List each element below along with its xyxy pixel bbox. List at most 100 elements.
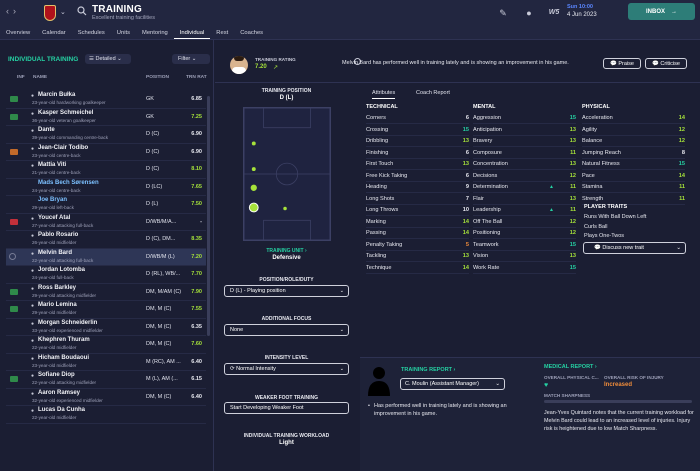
- attribute-row[interactable]: Long Shots 7: [366, 194, 469, 205]
- tab-coach-report[interactable]: Coach Report: [416, 90, 450, 96]
- attribute-row[interactable]: Free Kick Taking 6: [366, 171, 469, 182]
- criticise-button[interactable]: 💬 Criticise: [645, 58, 687, 69]
- position-role-duty-dropdown[interactable]: D (L) - Playing position ⌄: [224, 285, 349, 297]
- player-row[interactable]: ● Youcef Atal 27-year-old attacking full-b…: [6, 214, 206, 231]
- player-name[interactable]: Khephren Thuram: [38, 337, 90, 343]
- tab-calendar[interactable]: Calendar: [42, 30, 66, 36]
- player-name[interactable]: Sofiane Diop: [38, 372, 75, 378]
- player-row[interactable]: ● Mario Lemina 29-year-old midfielder DM, M…: [6, 301, 206, 319]
- attribute-row[interactable]: Natural Fitness 15: [582, 159, 685, 171]
- attribute-row[interactable]: Agility 12: [582, 125, 685, 136]
- attribute-row[interactable]: Positioning 12: [473, 228, 576, 240]
- player-name[interactable]: Kasper Schmeichel: [38, 109, 94, 116]
- club-badge-icon[interactable]: [44, 5, 56, 21]
- intensity-dropdown[interactable]: ⟳ Normal Intensity ⌄: [224, 363, 349, 375]
- player-name[interactable]: Dante: [38, 127, 55, 133]
- player-name[interactable]: Ross Barkley: [38, 284, 77, 291]
- training-report-link[interactable]: TRAINING REPORT ›: [401, 367, 456, 373]
- attribute-row[interactable]: Anticipation 13: [473, 125, 576, 136]
- player-row[interactable]: ● Melvin Bard 22-year-old attacking full-b…: [6, 248, 206, 266]
- player-row[interactable]: ● Pablo Rosario 26-year-old midfielder D (C…: [6, 231, 206, 249]
- tab-units[interactable]: Units: [116, 30, 130, 36]
- player-row[interactable]: ● Hicham Boudaoui 23-year-old midfielder M …: [6, 354, 206, 371]
- player-row[interactable]: ● Lucas Da Cunha 22-year-old midfielder: [6, 406, 206, 424]
- inbox-button[interactable]: INBOX →: [628, 3, 695, 20]
- attribute-row[interactable]: Dribbling 13: [366, 136, 469, 148]
- player-name[interactable]: Hicham Boudaoui: [38, 354, 90, 361]
- player-row[interactable]: ● Marcin Bułka 23-year-old hardworking goa…: [6, 91, 206, 109]
- player-name[interactable]: Lucas Da Cunha: [38, 407, 86, 413]
- tab-schedules[interactable]: Schedules: [77, 30, 105, 36]
- filter-button[interactable]: Filter ⌄: [172, 54, 210, 64]
- attribute-row[interactable]: Long Throws 10: [366, 205, 469, 217]
- player-row[interactable]: ● Morgan Schneiderlin 33-year-old experien…: [6, 319, 206, 336]
- attribute-row[interactable]: Balance 12: [582, 136, 685, 148]
- attribute-row[interactable]: Strength 11: [582, 194, 685, 205]
- player-row[interactable]: ● Kasper Schmeichel 36-year-old veteran go…: [6, 109, 206, 126]
- forward-icon[interactable]: ›: [13, 6, 16, 16]
- attribute-row[interactable]: First Touch 13: [366, 159, 469, 171]
- tab-coaches[interactable]: Coaches: [240, 30, 264, 36]
- discuss-trait-button[interactable]: 💬 Discuss new trait ⌄: [583, 242, 686, 254]
- search-icon[interactable]: [77, 6, 87, 16]
- attribute-row[interactable]: Marking 14: [366, 217, 469, 228]
- player-row[interactable]: ● Ross Barkley 29-year-old attacking midfi…: [6, 284, 206, 301]
- attribute-row[interactable]: Determination 11 ▲: [473, 182, 576, 194]
- player-row[interactable]: ● Jean-Clair Todibo 23-year-old centre-bac…: [6, 144, 206, 161]
- player-name[interactable]: Mattia Viti: [38, 162, 67, 168]
- player-name[interactable]: Joe Bryan: [38, 197, 68, 203]
- player-name[interactable]: Pablo Rosario: [38, 232, 79, 238]
- attribute-row[interactable]: Off The Ball 12: [473, 217, 576, 228]
- attribute-row[interactable]: Stamina 11: [582, 182, 685, 194]
- player-name[interactable]: Youcef Atal: [38, 214, 71, 221]
- attribute-row[interactable]: Technique 14: [366, 263, 469, 274]
- tab-attributes[interactable]: Attributes: [372, 90, 396, 99]
- player-row[interactable]: ● Dante 39-year-old commanding centre-back…: [6, 126, 206, 144]
- attribute-row[interactable]: Leadership 11 ▲: [473, 205, 576, 217]
- player-avatar[interactable]: [230, 56, 248, 74]
- tab-individual[interactable]: Individual: [173, 27, 211, 39]
- attribute-row[interactable]: Acceleration 14: [582, 113, 685, 125]
- coach-dropdown[interactable]: C. Moulin (Assistant Manager) ⌄: [400, 378, 505, 390]
- attribute-row[interactable]: Tackling 13: [366, 251, 469, 263]
- player-name[interactable]: Mario Lemina: [38, 302, 77, 308]
- player-name[interactable]: Aaron Ramsey: [38, 389, 81, 396]
- attribute-row[interactable]: Finishing 6: [366, 148, 469, 159]
- weaker-foot-dropdown[interactable]: Start Developing Weaker Foot: [224, 402, 349, 414]
- date-display[interactable]: Sun 10:00 4 Jun 2023: [567, 4, 619, 22]
- selected-radio-icon[interactable]: [9, 252, 16, 260]
- brand-icon[interactable]: W5: [548, 9, 560, 16]
- attribute-row[interactable]: Bravery 13: [473, 136, 576, 148]
- player-name[interactable]: Marcin Bułka: [38, 92, 76, 98]
- col-header-rating[interactable]: TRN RAT: [186, 75, 207, 80]
- praise-button[interactable]: 💬 Praise: [603, 58, 641, 69]
- player-row[interactable]: ● Jordan Lotomba 24-year-old full-back D (R…: [6, 266, 206, 284]
- face-icon[interactable]: ●: [526, 8, 532, 18]
- back-icon[interactable]: ‹: [6, 6, 9, 16]
- attribute-row[interactable]: Work Rate 15: [473, 263, 576, 274]
- attribute-row[interactable]: Passing 14: [366, 228, 469, 240]
- player-row[interactable]: Mads Bech Sørensen 24-year-old centre-bac…: [6, 179, 206, 196]
- player-row[interactable]: ● Aaron Ramsey 32-year-old experienced mid…: [6, 389, 206, 406]
- col-header-name[interactable]: NAME: [33, 75, 48, 80]
- attribute-row[interactable]: Teamwork 15: [473, 240, 576, 251]
- tab-mentoring[interactable]: Mentoring: [142, 30, 168, 36]
- attribute-row[interactable]: Crossing 15: [366, 125, 469, 136]
- pitch-diagram[interactable]: [243, 107, 331, 241]
- col-header-position[interactable]: POSITION: [146, 75, 169, 80]
- tab-overview[interactable]: Overview: [6, 30, 31, 36]
- player-name[interactable]: Morgan Schneiderlin: [38, 319, 98, 326]
- player-name[interactable]: Jean-Clair Todibo: [38, 144, 89, 151]
- player-row[interactable]: ● Sofiane Diop 22-year-old attacking midfi…: [6, 371, 206, 389]
- player-row[interactable]: ● Mattia Viti 21-year-old centre-back D (C)…: [6, 161, 206, 179]
- chevron-down-icon[interactable]: ⌄: [60, 9, 66, 16]
- medical-report-link[interactable]: MEDICAL REPORT ›: [544, 364, 597, 370]
- col-header-inf[interactable]: INF: [17, 75, 25, 80]
- edit-icon[interactable]: ✎: [499, 8, 507, 18]
- attribute-row[interactable]: Decisions 12: [473, 171, 576, 182]
- player-name[interactable]: Mads Bech Sørensen: [38, 179, 99, 186]
- tab-rest[interactable]: Rest: [216, 30, 229, 36]
- attribute-row[interactable]: Vision 13: [473, 251, 576, 263]
- player-name[interactable]: Jordan Lotomba: [38, 267, 86, 273]
- player-name[interactable]: Melvin Bard: [38, 249, 73, 256]
